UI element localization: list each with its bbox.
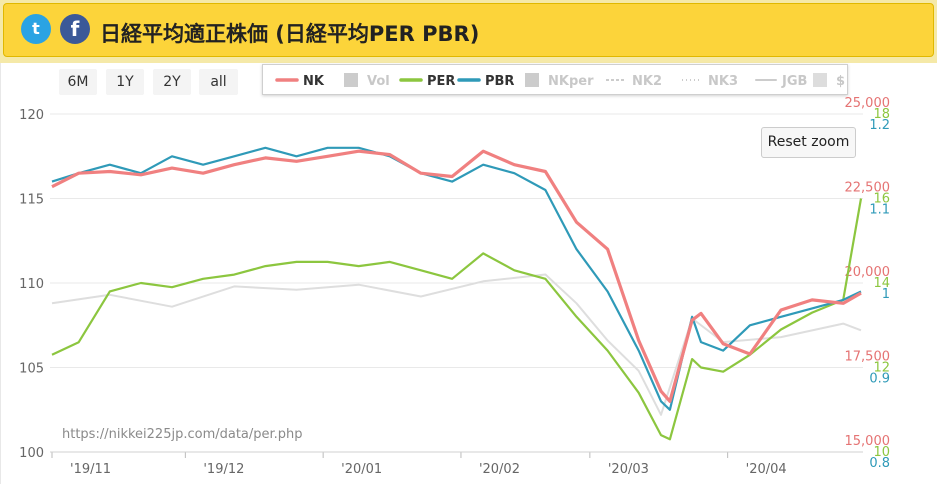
legend-label: PER (427, 74, 455, 89)
chart-legend: NK Vol PER PBR NKper NK2 NK3 JGB $ (262, 64, 848, 95)
header-banner (3, 3, 934, 57)
legend-item-dollar[interactable]: $ (813, 73, 845, 89)
legend-item-per[interactable]: PER (399, 74, 455, 89)
page-title: 日経平均適正株価 (日経平均PER PBR) (100, 22, 480, 46)
legend-label: NK (303, 74, 325, 89)
legend-swatch (344, 73, 358, 87)
range-button-1y[interactable]: 1Y (106, 69, 144, 95)
reset-zoom-button[interactable]: Reset zoom (761, 127, 856, 158)
range-button-2y[interactable]: 2Y (153, 69, 191, 95)
legend-item-jgb[interactable]: JGB (755, 74, 807, 89)
legend-label: $ (836, 74, 845, 89)
legend-swatch (813, 73, 827, 87)
legend-label: NKper (548, 74, 594, 89)
legend-label: JGB (781, 74, 807, 89)
legend-label: Vol (367, 74, 390, 89)
legend-items: NK Vol PER PBR NKper NK2 NK3 JGB $ (275, 73, 845, 89)
legend-item-pbr[interactable]: PBR (457, 74, 514, 89)
range-button-6m[interactable]: 6M (59, 69, 97, 95)
legend-item-nk[interactable]: NK (275, 74, 325, 89)
legend-label: NK3 (708, 74, 738, 89)
legend-item-nk3[interactable]: NK3 (682, 74, 738, 89)
twitter-icon[interactable]: t (21, 14, 51, 44)
legend-label: NK2 (632, 74, 662, 89)
legend-item-nk2[interactable]: NK2 (606, 74, 662, 89)
legend-item-vol[interactable]: Vol (344, 73, 390, 89)
legend-swatch (525, 73, 539, 87)
source-credit: https://nikkei225jp.com/data/per.php (62, 427, 303, 442)
range-button-all[interactable]: all (199, 69, 238, 95)
header-bar: t f 日経平均適正株価 (日経平均PER PBR) (0, 0, 937, 64)
facebook-icon[interactable]: f (60, 14, 90, 44)
legend-item-nkper[interactable]: NKper (525, 73, 594, 89)
legend-label: PBR (485, 74, 514, 89)
